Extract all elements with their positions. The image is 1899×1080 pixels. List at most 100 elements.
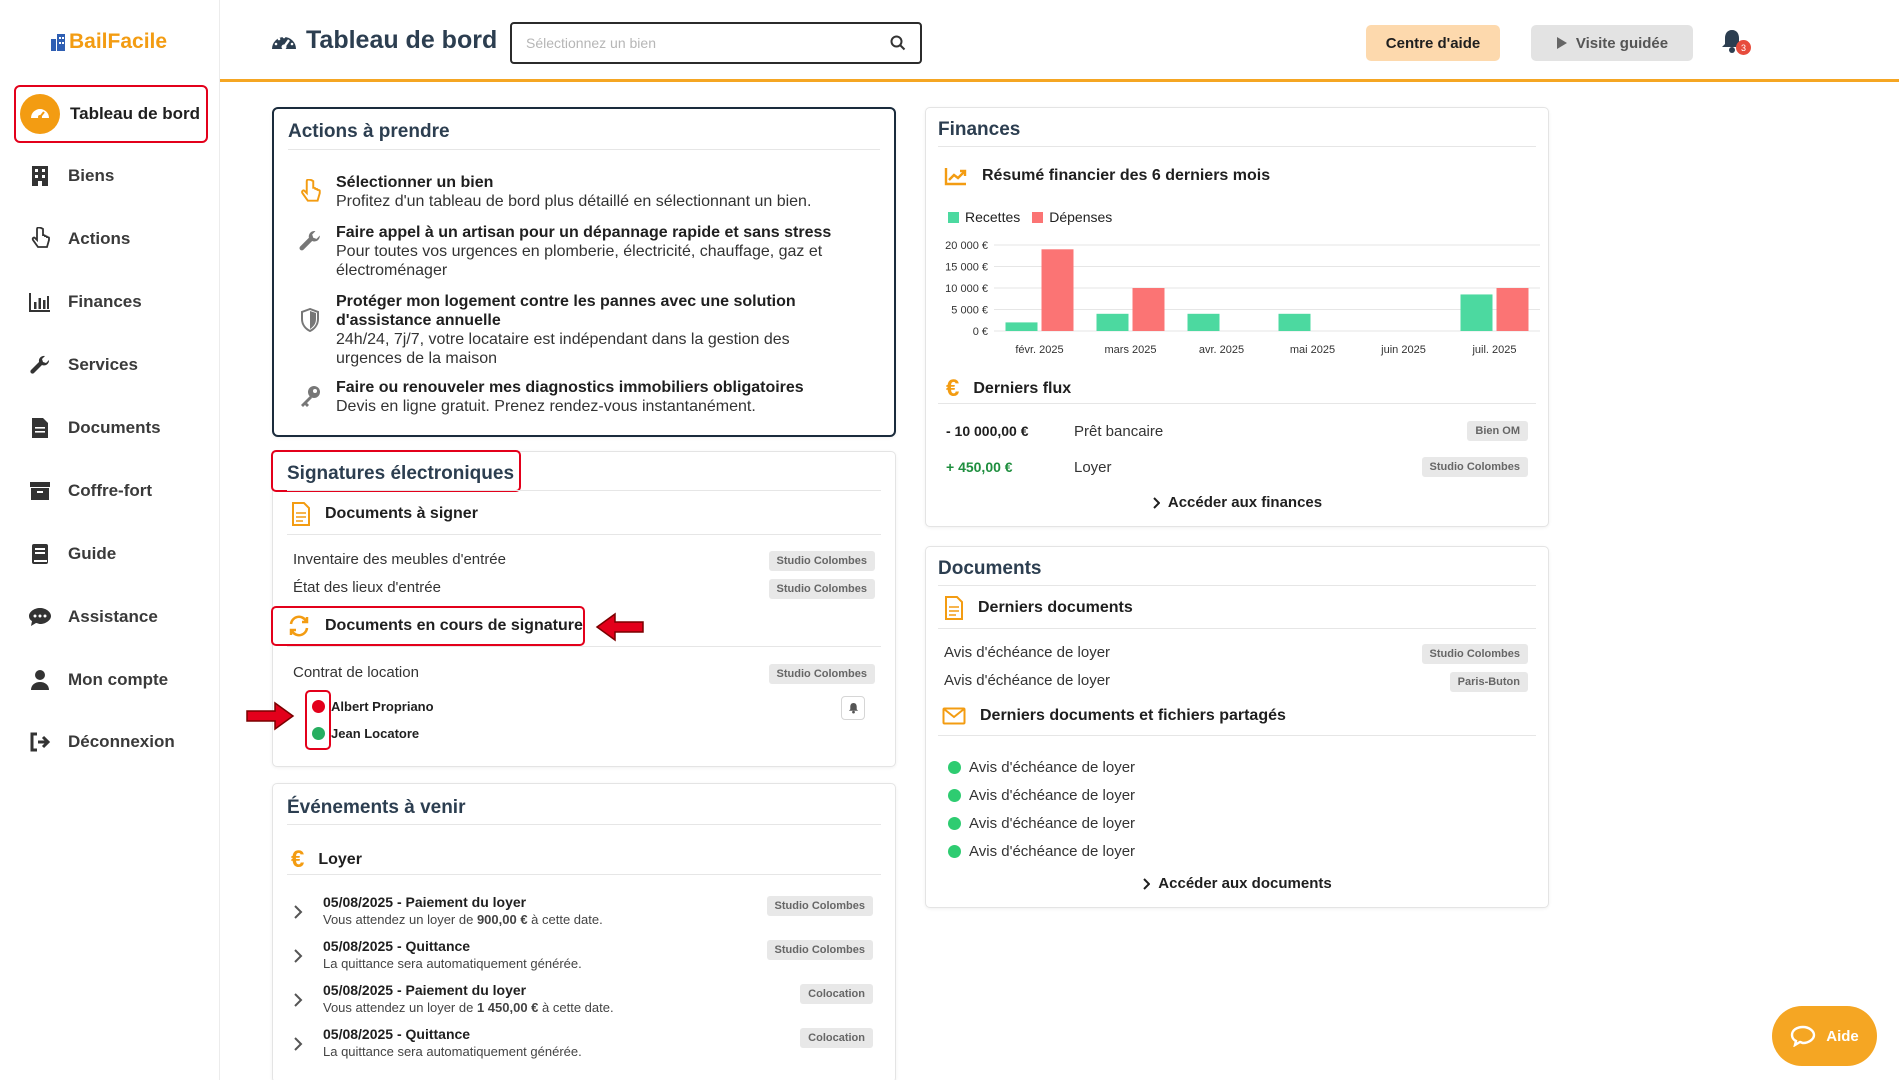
hand-pointer-icon <box>28 227 52 251</box>
event-row[interactable]: 05/08/2025 - Paiement du loyer Vous atte… <box>293 982 873 1022</box>
flows-title: Derniers flux <box>973 380 1072 397</box>
rent-title: Loyer <box>318 851 362 868</box>
sidebar-item-label: Coffre-fort <box>68 481 153 500</box>
sidebar-item-finances[interactable]: Finances <box>18 276 206 328</box>
to-sign-doc-name[interactable]: Inventaire des meubles d'entrée <box>293 551 506 568</box>
shared-doc-row[interactable]: Avis d'échéance de loyer <box>948 815 1135 832</box>
sidebar-item-label: Finances <box>68 292 142 311</box>
action-assistance[interactable]: Protéger mon logement contre les pannes … <box>296 292 856 368</box>
sidebar-item-services[interactable]: Services <box>18 339 206 391</box>
aide-chat-button[interactable]: Aide <box>1772 1006 1877 1066</box>
documents-link[interactable]: Accéder aux documents <box>926 875 1548 892</box>
hand-pointer-icon <box>296 179 324 211</box>
event-row[interactable]: 05/08/2025 - Quittance La quittance sera… <box>293 938 873 978</box>
chat-bubble-icon <box>1791 1025 1816 1047</box>
sidebar-item-documents[interactable]: Documents <box>18 402 206 454</box>
action-title: Faire appel à un artisan pour un dépanna… <box>336 224 832 241</box>
sidebar-item-tableau-de-bord[interactable]: Tableau de bord <box>14 85 208 143</box>
event-desc: Vous attendez un loyer de 900,00 € à cet… <box>323 912 603 927</box>
status-dot <box>948 761 961 774</box>
action-select-property[interactable]: Sélectionner un bien Profitez d'un tablea… <box>296 173 811 211</box>
guided-tour-button[interactable]: Visite guidée <box>1531 25 1693 61</box>
finances-link[interactable]: Accéder aux finances <box>926 494 1548 511</box>
action-artisan[interactable]: Faire appel à un artisan pour un dépanna… <box>296 223 866 280</box>
property-tag: Studio Colombes <box>766 896 873 916</box>
header: Tableau de bord Centre d'aide Visite gui… <box>220 0 1899 82</box>
chart-bar-recettes <box>1096 313 1129 331</box>
y-tick-label: 10 000 € <box>945 283 988 295</box>
y-tick-label: 20 000 € <box>945 240 988 252</box>
document-name[interactable]: Avis d'échéance de loyer <box>944 672 1111 689</box>
event-row[interactable]: 05/08/2025 - Quittance La quittance sera… <box>293 1026 873 1066</box>
shared-doc-name: Avis d'échéance de loyer <box>969 787 1136 804</box>
signer-row: Albert Propriano <box>312 699 434 714</box>
documents-card: Documents Derniers documents Avis d'éché… <box>925 546 1549 908</box>
property-tag: Colocation <box>800 1028 873 1048</box>
property-tag: Studio Colombes <box>766 940 873 960</box>
help-center-button[interactable]: Centre d'aide <box>1366 25 1500 61</box>
sidebar-item-mon-compte[interactable]: Mon compte <box>18 654 206 706</box>
sidebar-item-deconnexion[interactable]: Déconnexion <box>18 716 206 768</box>
sidebar-item-guide[interactable]: Guide <box>18 528 206 580</box>
event-desc: La quittance sera automatiquement généré… <box>323 956 582 971</box>
notifications-bell[interactable]: 3 <box>1720 28 1752 58</box>
sidebar-item-label: Tableau de bord <box>70 104 201 123</box>
status-dot <box>312 700 325 713</box>
logo[interactable]: BailFacile <box>50 30 167 54</box>
sidebar-item-actions[interactable]: Actions <box>18 213 206 265</box>
envelope-icon <box>942 707 966 725</box>
shared-doc-row[interactable]: Avis d'échéance de loyer <box>948 759 1135 776</box>
play-icon <box>1556 37 1567 49</box>
flow-label[interactable]: Prêt bancaire <box>1074 423 1164 440</box>
shared-docs-header: Derniers documents et fichiers partagés <box>942 707 1286 725</box>
document-name[interactable]: Avis d'échéance de loyer <box>944 644 1111 661</box>
chart-bar-depenses <box>1132 288 1165 331</box>
file-icon <box>28 416 52 440</box>
property-search[interactable] <box>510 22 922 64</box>
x-tick-label: févr. 2025 <box>1015 344 1063 356</box>
finances-title: Finances <box>938 119 1021 140</box>
y-tick-label: 15 000 € <box>945 262 988 274</box>
sidebar-item-label: Déconnexion <box>68 732 175 751</box>
shared-doc-row[interactable]: Avis d'échéance de loyer <box>948 787 1135 804</box>
sidebar-item-label: Mon compte <box>68 670 169 689</box>
shared-doc-row[interactable]: Avis d'échéance de loyer <box>948 843 1135 860</box>
status-dot <box>948 845 961 858</box>
property-search-input[interactable] <box>526 35 890 51</box>
shared-docs-title: Derniers documents et fichiers partagés <box>980 707 1286 724</box>
legend-label: Dépenses <box>1049 209 1113 225</box>
speedometer-icon <box>272 35 296 49</box>
file-text-icon <box>945 596 963 620</box>
property-tag: Studio Colombes <box>768 664 875 684</box>
legend-swatch-depenses <box>1032 211 1044 223</box>
notification-count-badge: 3 <box>1736 40 1751 55</box>
documents-link-label: Accéder aux documents <box>1158 875 1332 892</box>
sidebar-item-assistance[interactable]: Assistance <box>18 591 206 643</box>
to-sign-title: Documents à signer <box>325 505 478 522</box>
search-icon[interactable] <box>890 35 906 51</box>
sidebar-item-coffre-fort[interactable]: Coffre-fort <box>18 465 206 517</box>
action-diagnostics[interactable]: Faire ou renouveler mes diagnostics immo… <box>296 378 866 416</box>
signatures-card: Signatures électroniques Documents à sig… <box>271 450 896 767</box>
in-progress-doc-name[interactable]: Contrat de location <box>293 664 419 681</box>
signatures-title: Signatures électroniques <box>287 463 515 484</box>
sidebar-item-biens[interactable]: Biens <box>18 150 206 202</box>
to-sign-header: Documents à signer <box>291 502 478 526</box>
euro-icon: € <box>946 375 960 402</box>
x-tick-label: mars 2025 <box>1105 344 1157 356</box>
sidebar-item-label: Services <box>68 355 138 374</box>
action-desc: Devis en ligne gratuit. Prenez rendez-vo… <box>336 398 756 415</box>
documents-title: Documents <box>938 558 1042 579</box>
event-row[interactable]: 05/08/2025 - Paiement du loyer Vous atte… <box>293 894 873 934</box>
flow-label[interactable]: Loyer <box>1074 459 1112 476</box>
action-desc: 24h/24, 7j/7, votre locataire est indépe… <box>336 331 790 367</box>
chart-legend: Recettes Dépenses <box>948 209 1112 225</box>
wrench-icon <box>296 229 324 280</box>
flows-header: € Derniers flux <box>946 375 1071 403</box>
legend-swatch-recettes <box>948 211 959 223</box>
shield-icon <box>296 308 324 368</box>
action-desc: Pour toutes vos urgences en plomberie, é… <box>336 243 823 279</box>
to-sign-doc-name[interactable]: État des lieux d'entrée <box>293 579 441 596</box>
event-desc: Vous attendez un loyer de 1 450,00 € à c… <box>323 1000 614 1015</box>
remind-signer-button[interactable] <box>841 696 865 720</box>
